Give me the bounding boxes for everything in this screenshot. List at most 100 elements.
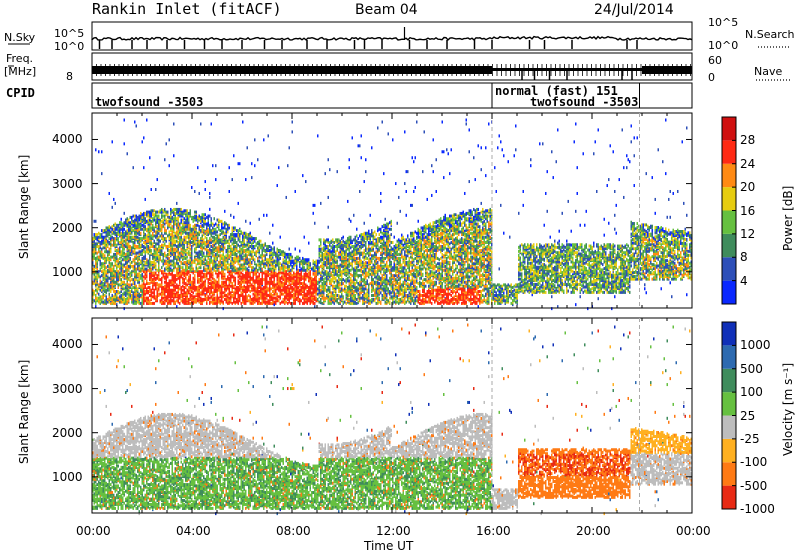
power-cell (145, 273, 147, 276)
power-cell (184, 271, 186, 274)
power-cell (134, 262, 136, 265)
power-cell (160, 253, 162, 256)
power-cell (173, 244, 175, 247)
power-cell (104, 238, 106, 241)
power-cell (178, 236, 180, 239)
power-cell (101, 242, 103, 245)
power-cell (106, 250, 108, 253)
power-cell (139, 242, 141, 245)
power-cell (155, 257, 157, 260)
power-cell (148, 264, 150, 267)
power-cell (169, 285, 171, 288)
power-cell (178, 262, 180, 265)
power-cell (115, 270, 117, 273)
power-cell (95, 301, 97, 304)
power-cell (119, 261, 121, 264)
power-cell (110, 262, 112, 265)
power-cell (149, 233, 151, 236)
power-cell (118, 252, 120, 255)
power-cell (184, 217, 186, 220)
power-cell (175, 216, 177, 219)
power-cell (149, 262, 151, 265)
power-cell (119, 271, 121, 274)
power-cell (94, 240, 96, 243)
power-cell (106, 298, 108, 301)
power-cell (164, 252, 166, 255)
power-cell (178, 301, 180, 304)
power-cell (130, 290, 132, 293)
power-cell (163, 234, 165, 237)
power-cell (136, 294, 138, 297)
power-cell (122, 281, 124, 284)
power-cell (185, 274, 187, 277)
power-cell (149, 237, 151, 240)
power-cell (166, 275, 168, 278)
power-cell (163, 237, 165, 240)
power-cell (176, 240, 178, 243)
power-cell (98, 270, 100, 273)
power-cell (125, 293, 127, 296)
power-cell (101, 270, 103, 273)
power-cell (142, 264, 144, 267)
power-cell (140, 244, 142, 247)
power-cell (152, 257, 154, 260)
power-cell (143, 266, 145, 269)
power-cell (122, 233, 124, 236)
power-cell (121, 245, 123, 248)
power-cell (125, 258, 127, 261)
power-cell (157, 277, 159, 280)
power-cell (157, 248, 159, 251)
power-cell (164, 208, 166, 211)
power-cell (173, 217, 175, 220)
power-cell (148, 297, 150, 300)
power-cell (172, 274, 174, 277)
power-cell (148, 228, 150, 231)
power-cell (139, 219, 141, 222)
power-cell (113, 237, 115, 240)
power-cell (104, 265, 106, 268)
power-cell (175, 234, 177, 237)
power-cell (146, 279, 148, 282)
power-cell (172, 234, 174, 237)
power-cell (112, 273, 114, 276)
power-cell (112, 294, 114, 297)
power-cell (145, 198, 147, 201)
power-cell (113, 232, 115, 235)
power-cell (119, 301, 121, 304)
power-cell (122, 295, 124, 298)
power-cell (146, 302, 148, 305)
power-cell (106, 240, 108, 243)
power-cell (178, 208, 180, 211)
power-cell (172, 216, 174, 219)
power-cell (131, 216, 133, 219)
power-cell (97, 237, 99, 240)
power-cell (175, 232, 177, 235)
power-cell (187, 221, 189, 224)
power-cell (167, 262, 169, 265)
power-cell (116, 228, 118, 231)
power-cell (119, 278, 121, 281)
power-cell (137, 216, 139, 219)
power-cell (109, 225, 111, 228)
power-cell (109, 268, 111, 271)
power-cell (182, 262, 184, 265)
power-cell (176, 283, 178, 286)
power-cell (110, 226, 112, 229)
power-cell (187, 298, 189, 301)
power-cell (158, 238, 160, 241)
power-cell (175, 257, 177, 260)
power-cell (112, 279, 114, 282)
power-cell (101, 281, 103, 284)
power-cell (184, 236, 186, 239)
power-cell (122, 293, 124, 296)
power-cell (146, 228, 148, 231)
power-cell (152, 291, 154, 294)
power-cell (119, 226, 121, 229)
power-cell (188, 298, 190, 301)
power-cell (175, 262, 177, 265)
power-cell (106, 230, 108, 233)
power-cell (131, 261, 133, 264)
power-cell (148, 290, 150, 293)
power-cell (103, 265, 105, 268)
power-cell (113, 274, 115, 277)
